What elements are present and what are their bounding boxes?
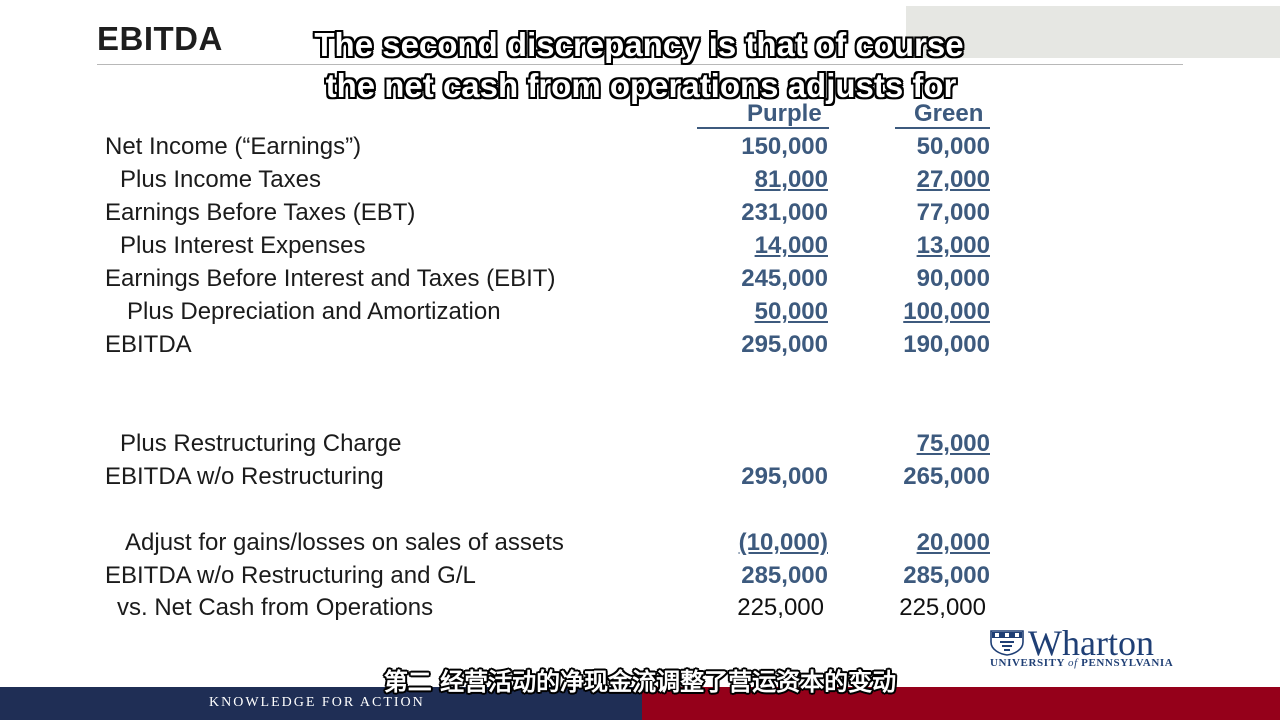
- purple-value: 50,000: [754, 298, 828, 325]
- row-label: EBITDA w/o Restructuring and G/L: [105, 562, 476, 589]
- column-header-green: Green: [914, 100, 984, 127]
- footer-bar: KNOWLEDGE FOR ACTION: [0, 687, 1280, 720]
- table-row: EBITDA w/o Restructuring 295,000 265,000: [0, 463, 1280, 493]
- table-row: Adjust for gains/losses on sales of asse…: [0, 529, 1280, 559]
- top-right-panel: [906, 6, 1280, 58]
- video-subtitle: 第二 经营活动的净现金流调整了营运资本的变动: [383, 668, 897, 696]
- penn-shield-icon: [990, 630, 1024, 656]
- title-divider: [97, 64, 1183, 65]
- purple-value: 150,000: [741, 133, 828, 160]
- row-label: Plus Depreciation and Amortization: [127, 298, 501, 325]
- row-label: Plus Income Taxes: [120, 166, 321, 193]
- table-row: Plus Depreciation and Amortization 50,00…: [0, 298, 1280, 328]
- row-label: Earnings Before Interest and Taxes (EBIT…: [105, 265, 556, 292]
- row-label: vs. Net Cash from Operations: [117, 594, 434, 621]
- purple-value: 295,000: [741, 331, 828, 358]
- row-label: EBITDA: [105, 331, 192, 358]
- column-header-purple: Purple: [747, 100, 822, 127]
- green-value: 285,000: [903, 562, 990, 589]
- table-row: Earnings Before Interest and Taxes (EBIT…: [0, 265, 1280, 295]
- table-row: Plus Interest Expenses 14,000 13,000: [0, 232, 1280, 262]
- wharton-logo: Wharton UNIVERSITY of PENNSYLVANIA: [990, 623, 1190, 672]
- row-label: Earnings Before Taxes (EBT): [105, 199, 416, 226]
- row-label: Adjust for gains/losses on sales of asse…: [125, 529, 564, 556]
- logo-subtitle: UNIVERSITY of PENNSYLVANIA: [990, 657, 1174, 669]
- green-value: 190,000: [903, 331, 990, 358]
- green-value: 265,000: [903, 463, 990, 490]
- row-label: Net Income (“Earnings”): [105, 133, 362, 160]
- caption-line-1: The second discrepancy is that of course: [314, 26, 964, 63]
- green-value: 20,000: [916, 529, 990, 556]
- purple-value: 295,000: [741, 463, 828, 490]
- row-label: EBITDA w/o Restructuring: [105, 463, 384, 490]
- green-value: 77,000: [916, 199, 990, 226]
- green-value: 225,000: [899, 594, 986, 621]
- green-value: 13,000: [916, 232, 990, 259]
- purple-header-underline: [697, 127, 829, 129]
- logo-wordmark: Wharton: [1028, 623, 1154, 663]
- purple-value: (10,000): [738, 529, 828, 556]
- table-row: Net Income (“Earnings”) 150,000 50,000: [0, 133, 1280, 163]
- table-row: EBITDA 295,000 190,000: [0, 331, 1280, 361]
- purple-value: 81,000: [754, 166, 828, 193]
- table-row: Plus Restructuring Charge 75,000: [0, 430, 1280, 460]
- caption-line-2: the net cash from operations adjusts for: [325, 67, 957, 104]
- footer-tagline: KNOWLEDGE FOR ACTION: [209, 695, 425, 710]
- green-value: 75,000: [916, 430, 990, 457]
- table-row: EBITDA w/o Restructuring and G/L 285,000…: [0, 562, 1280, 592]
- green-value: 50,000: [916, 133, 990, 160]
- table-row: vs. Net Cash from Operations 225,000 225…: [0, 594, 1280, 624]
- row-label: Plus Restructuring Charge: [120, 430, 402, 457]
- purple-value: 231,000: [741, 199, 828, 226]
- slide-title: EBITDA: [97, 20, 223, 57]
- purple-value: 14,000: [754, 232, 828, 259]
- purple-value: 225,000: [737, 594, 824, 621]
- green-value: 27,000: [916, 166, 990, 193]
- purple-value: 245,000: [741, 265, 828, 292]
- green-header-underline: [895, 127, 990, 129]
- purple-value: 285,000: [741, 562, 828, 589]
- green-value: 100,000: [903, 298, 990, 325]
- green-value: 90,000: [916, 265, 990, 292]
- footer-accent: [642, 687, 1280, 720]
- table-row: Plus Income Taxes 81,000 27,000: [0, 166, 1280, 196]
- row-label: Plus Interest Expenses: [120, 232, 366, 259]
- table-row: Earnings Before Taxes (EBT) 231,000 77,0…: [0, 199, 1280, 229]
